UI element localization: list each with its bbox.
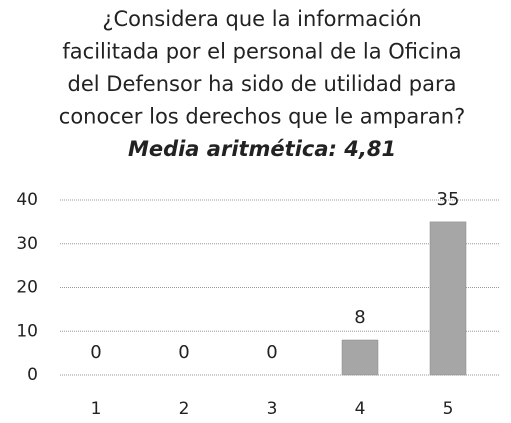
chart-title: conocer los derechos que le amparan? (59, 105, 465, 129)
chart-title: facilitada por el personal de la Oficina (62, 40, 461, 64)
x-tick-label: 3 (267, 399, 278, 419)
y-tick-label: 0 (27, 365, 38, 385)
x-tick-label: 2 (179, 399, 190, 419)
data-label: 35 (437, 189, 460, 210)
y-tick-label: 20 (16, 278, 38, 298)
chart-subtitle: Media aritmética: 4,81 (128, 137, 396, 161)
data-label: 0 (90, 342, 101, 363)
bar (429, 221, 467, 376)
x-tick-label: 5 (443, 399, 454, 419)
chart-title: del Defensor ha sido de utilidad para (68, 72, 457, 96)
x-tick-label: 4 (355, 399, 366, 419)
y-tick-label: 10 (16, 321, 38, 341)
y-tick-label: 30 (16, 234, 38, 254)
data-label: 0 (178, 342, 189, 363)
data-label: 0 (266, 342, 277, 363)
data-label: 8 (354, 307, 365, 328)
bar (341, 339, 379, 376)
x-tick-label: 1 (91, 399, 102, 419)
y-tick-label: 40 (16, 190, 38, 210)
chart-title: ¿Considera que la información (102, 7, 421, 31)
